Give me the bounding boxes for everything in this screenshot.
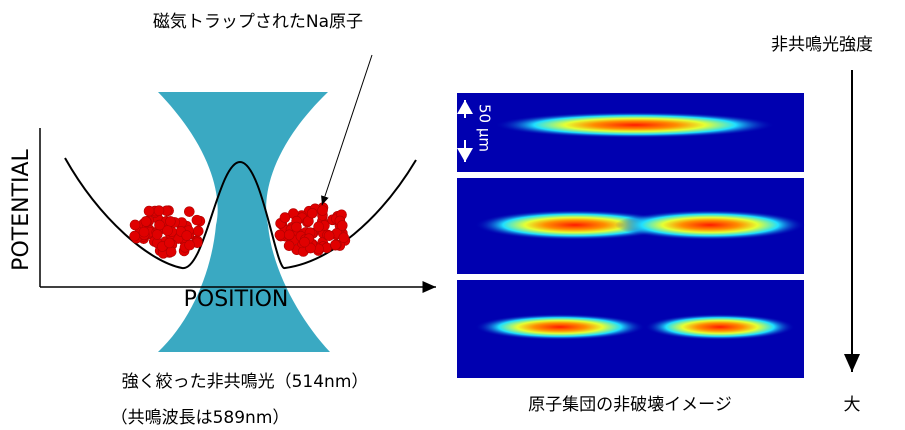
- image-caption: 原子集団の非破壊イメージ: [528, 395, 732, 415]
- atom: [130, 220, 140, 230]
- atom: [284, 241, 294, 251]
- page: 磁気トラップされたNa原子 POTENTIAL POSITION 強く絞った非共…: [0, 0, 905, 430]
- intensity-label: 非共鳴光強度: [771, 35, 873, 55]
- atom: [307, 208, 317, 218]
- atom: [291, 222, 301, 232]
- atom: [154, 220, 164, 230]
- atom: [182, 231, 192, 241]
- figure: 磁気トラップされたNa原子 POTENTIAL POSITION 強く絞った非共…: [0, 0, 905, 430]
- atom: [193, 226, 203, 236]
- atom: [300, 237, 310, 247]
- atom-image: [645, 314, 795, 340]
- atom: [154, 206, 164, 216]
- absorption-images: 50 μm: [457, 93, 805, 378]
- atom: [184, 207, 194, 217]
- atom: [139, 227, 149, 237]
- atom: [144, 206, 154, 216]
- atom: [324, 231, 334, 241]
- separator: [457, 274, 804, 280]
- atom: [314, 222, 324, 232]
- atom: [275, 230, 285, 240]
- atom-image: [615, 210, 805, 240]
- atom-image: [495, 112, 775, 138]
- separator: [457, 172, 804, 178]
- atom: [165, 216, 175, 226]
- atom: [284, 230, 294, 240]
- atom: [130, 231, 140, 241]
- scale-label: 50 μm: [476, 104, 494, 152]
- atom: [330, 240, 340, 250]
- atom-image: [475, 314, 645, 340]
- atom: [152, 230, 162, 240]
- atom: [318, 205, 328, 215]
- pointer-arrow: [322, 55, 372, 205]
- atom: [192, 215, 202, 225]
- beam-label: 強く絞った非共鳴光（514nm）: [122, 372, 369, 392]
- atom: [166, 247, 176, 257]
- resonance-note: （共鳴波長は589nm）: [111, 408, 290, 428]
- atom: [141, 216, 151, 226]
- atom: [164, 238, 174, 248]
- x-axis-label: POSITION: [184, 287, 289, 312]
- atom: [337, 221, 347, 231]
- atom: [185, 240, 195, 250]
- trap-label: 磁気トラップされたNa原子: [153, 12, 363, 32]
- intensity-high: 大: [844, 395, 861, 415]
- atom: [280, 213, 290, 223]
- y-axis-label: POTENTIAL: [9, 148, 34, 270]
